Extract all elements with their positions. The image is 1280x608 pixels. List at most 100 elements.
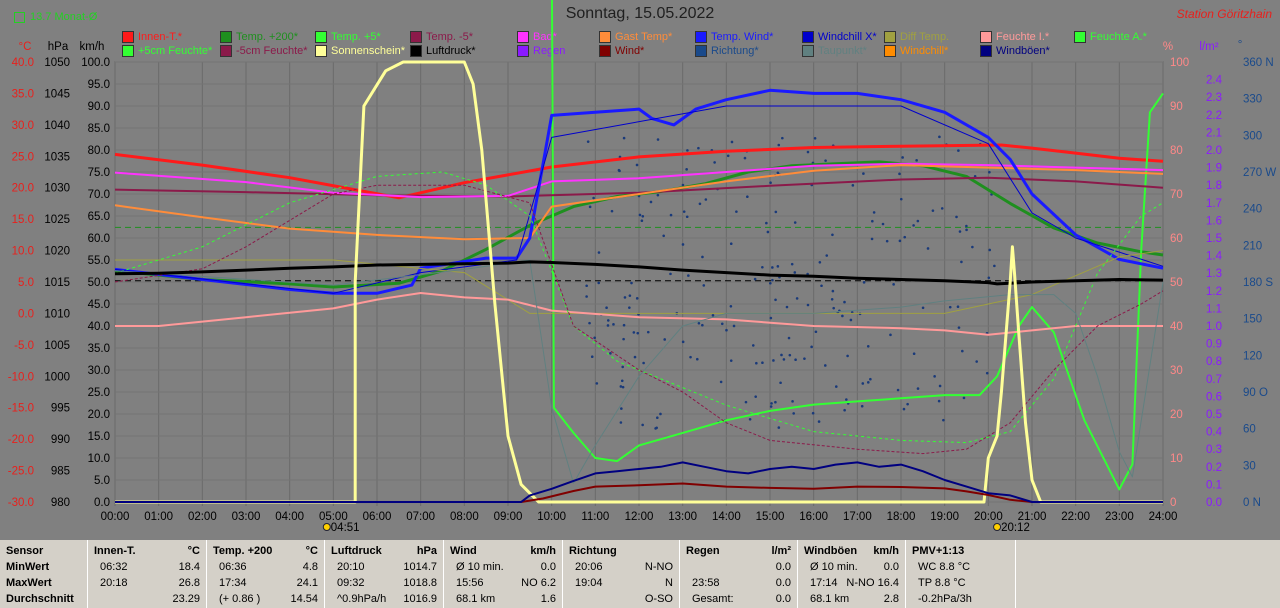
legend-item-row1-9[interactable]: Feuchte I.* bbox=[980, 31, 1049, 43]
direction-dot bbox=[621, 385, 625, 389]
direction-dot bbox=[753, 277, 757, 281]
legend-item-row1-5[interactable]: Gast Temp* bbox=[599, 31, 672, 43]
legend-item-row1-8[interactable]: Diff Temp. bbox=[884, 31, 949, 43]
direction-dot bbox=[729, 359, 733, 362]
pressure-tick-label: 1030 bbox=[44, 183, 70, 195]
pressure-tick-label: 1010 bbox=[44, 308, 70, 320]
direction-dot bbox=[687, 274, 690, 277]
row-label-min: MinWert bbox=[6, 561, 50, 573]
cell-left: 06:32 bbox=[100, 561, 128, 573]
series-line-14 bbox=[115, 60, 1163, 504]
pressure-tick-label: 990 bbox=[51, 434, 70, 446]
direction-dot bbox=[744, 400, 748, 404]
table-row: 06:36 4.8 bbox=[213, 559, 318, 575]
temp-tick-label: 15.0 bbox=[12, 214, 34, 226]
direction-dot bbox=[681, 183, 685, 187]
legend-item-row2-6[interactable]: Richtung* bbox=[695, 45, 759, 57]
column-unit: °C bbox=[305, 545, 318, 557]
direction-dot bbox=[761, 361, 764, 365]
direction-dot bbox=[899, 197, 903, 201]
direction-dot bbox=[810, 345, 813, 349]
column-title: Temp. +200 bbox=[213, 545, 273, 557]
legend-item-row1-1[interactable]: Temp. +200* bbox=[220, 31, 298, 43]
legend-swatch-icon bbox=[315, 31, 327, 43]
table-row-labels: Sensor MinWert MaxWert Durchschnitt bbox=[0, 540, 88, 608]
legend-item-row2-7[interactable]: Taupunkt* bbox=[802, 45, 867, 57]
legend-label: Temp. +200* bbox=[236, 31, 299, 43]
cell-right: NO 6.2 bbox=[521, 577, 556, 589]
legend-label: Gast Temp* bbox=[615, 31, 673, 43]
series-line-7 bbox=[114, 105, 1164, 294]
direction-dot bbox=[772, 359, 775, 362]
legend-label: Feuchte I.* bbox=[996, 31, 1050, 43]
direction-dot bbox=[610, 209, 614, 213]
legend-item-row1-6[interactable]: Temp. Wind* bbox=[695, 31, 773, 43]
direction-dot bbox=[585, 284, 588, 288]
legend-item-row2-0[interactable]: +5cm Feuchte* bbox=[122, 45, 212, 57]
humidity-tick-label: 90 bbox=[1170, 101, 1183, 113]
direction-dot bbox=[605, 306, 608, 310]
legend-label: Temp. +5* bbox=[331, 31, 381, 43]
table-column-0: Innen-T. °C 06:32 18.4 20:18 26.8 23.29 bbox=[88, 540, 207, 608]
direction-dot bbox=[590, 355, 594, 359]
direction-dot bbox=[774, 400, 777, 404]
rain-tick-label: 0.9 bbox=[1206, 339, 1222, 351]
month-average-checkbox-icon[interactable] bbox=[14, 11, 25, 23]
legend-item-row2-4[interactable]: Regen bbox=[517, 45, 565, 57]
legend-swatch-icon bbox=[517, 31, 529, 43]
direction-dot bbox=[993, 264, 996, 268]
direction-dot bbox=[638, 213, 642, 217]
legend-item-row2-8[interactable]: Windchill* bbox=[884, 45, 948, 57]
legend-swatch-icon bbox=[802, 31, 814, 43]
direction-dot bbox=[792, 412, 795, 415]
series-line-10 bbox=[114, 171, 1164, 444]
direction-unit-label: ° bbox=[1238, 39, 1243, 51]
cell-right: 4.8 bbox=[302, 561, 318, 573]
temp-tick-label: 40.0 bbox=[12, 57, 34, 69]
legend-item-row2-5[interactable]: Wind* bbox=[599, 45, 644, 57]
direction-dot bbox=[795, 297, 799, 300]
legend-item-row1-3[interactable]: Temp. -5* bbox=[410, 31, 473, 43]
direction-dot bbox=[849, 318, 853, 322]
x-tick-label: 07:00 bbox=[406, 511, 435, 523]
wind-tick-label: 25.0 bbox=[88, 387, 110, 399]
table-row: Gesamt: 0.0 bbox=[686, 591, 791, 607]
legend-item-row1-0[interactable]: Innen-T.* bbox=[122, 31, 182, 43]
direction-dot bbox=[831, 289, 835, 293]
direction-dot bbox=[832, 306, 835, 310]
direction-dot bbox=[621, 365, 625, 369]
humidity-tick-label: 80 bbox=[1170, 145, 1183, 157]
direction-tick-label: 150 bbox=[1243, 314, 1262, 326]
direction-dot bbox=[834, 385, 838, 388]
direction-dot bbox=[912, 224, 915, 227]
table-column-1: Temp. +200 °C 06:36 4.8 17:34 24.1 (+ 0.86 ) 14… bbox=[207, 540, 325, 608]
column-unit: km/h bbox=[873, 545, 899, 557]
series-line-4 bbox=[114, 162, 1164, 199]
legend-item-row1-2[interactable]: Temp. +5* bbox=[315, 31, 381, 43]
direction-dot bbox=[957, 326, 961, 329]
wind-tick-label: 75.0 bbox=[88, 167, 110, 179]
direction-dot bbox=[766, 230, 770, 234]
legend-item-row1-7[interactable]: Windchill X* bbox=[802, 31, 877, 43]
direction-tick-label: 60 bbox=[1243, 424, 1256, 436]
legend-item-row2-3[interactable]: Luftdruck* bbox=[410, 45, 476, 57]
direction-dot bbox=[697, 321, 701, 325]
legend-item-row2-1[interactable]: -5cm Feuchte* bbox=[220, 45, 308, 57]
direction-dot bbox=[915, 159, 918, 162]
legend-item-row1-4[interactable]: Bad* bbox=[517, 31, 557, 43]
weather-chart-svg: 00:00 01:00 02:00 03:00 04:00 05:00 06:00 07:00… bbox=[8, 0, 1276, 534]
column-title: Regen bbox=[686, 545, 720, 557]
legend-item-row2-9[interactable]: Windböen* bbox=[980, 45, 1050, 57]
direction-dot bbox=[701, 255, 704, 259]
legend-label: -5cm Feuchte* bbox=[236, 45, 308, 57]
direction-dot bbox=[785, 305, 789, 309]
direction-dot bbox=[896, 388, 900, 392]
legend-item-row1-10[interactable]: Feuchte A.* bbox=[1074, 31, 1147, 43]
series-line-3 bbox=[114, 176, 1164, 198]
direction-tick-label: 30 bbox=[1243, 460, 1256, 472]
pressure-tick-label: 995 bbox=[51, 403, 70, 415]
cell-left: ^0.9hPa/h bbox=[337, 593, 387, 605]
direction-dot bbox=[635, 163, 639, 167]
legend-item-row2-2[interactable]: Sonnenschein* bbox=[315, 45, 405, 57]
direction-dot bbox=[586, 140, 590, 143]
